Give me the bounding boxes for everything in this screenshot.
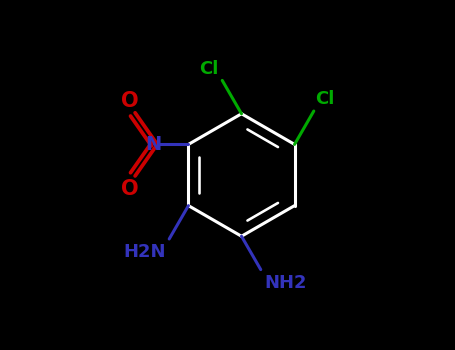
Text: H2N: H2N xyxy=(123,243,166,261)
Text: O: O xyxy=(121,178,139,198)
Text: NH2: NH2 xyxy=(264,274,307,292)
Text: N: N xyxy=(146,135,162,154)
Text: O: O xyxy=(121,91,139,111)
Text: Cl: Cl xyxy=(316,90,335,108)
Text: Cl: Cl xyxy=(199,60,218,78)
